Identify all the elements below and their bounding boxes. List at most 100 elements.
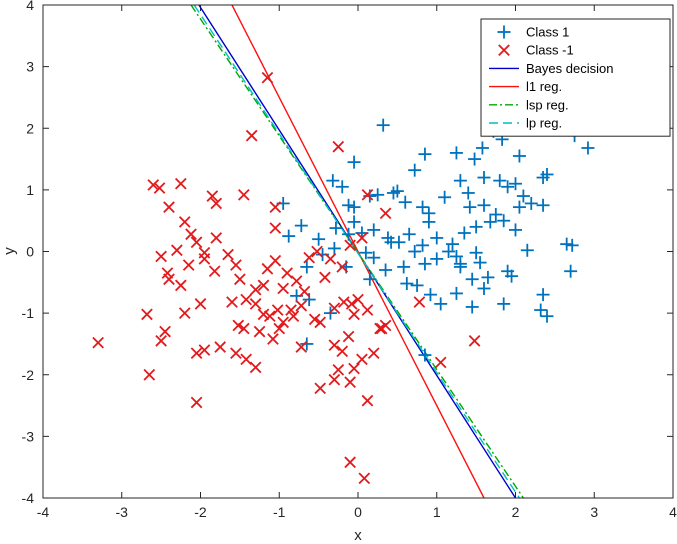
class-1-point: [434, 297, 448, 311]
class-neg1-point: [303, 251, 316, 264]
class-1-point: [481, 270, 495, 284]
class-1-point: [422, 215, 436, 229]
legend-label: lsp reg.: [526, 97, 569, 112]
class-1-point: [398, 195, 412, 209]
legend-label: l1 reg.: [526, 79, 562, 94]
class-1-point: [294, 219, 308, 233]
class-neg1-point: [261, 262, 274, 275]
class-neg1-point: [336, 261, 349, 273]
legend-marker: [498, 44, 510, 57]
class-neg1-point: [249, 283, 262, 296]
class-neg1-point: [332, 140, 345, 153]
y-tick-label: 1: [26, 182, 34, 198]
class-neg1-point: [277, 282, 290, 295]
class-neg1-point: [468, 335, 481, 347]
class-neg1-point: [206, 190, 219, 202]
class-1-point: [408, 245, 422, 258]
class-neg1-point: [345, 298, 358, 310]
class-1-point: [469, 220, 483, 234]
class-neg1-point: [174, 279, 187, 292]
line-lp-reg-: [193, 5, 521, 498]
class-1-point: [418, 348, 432, 362]
legend-label: Bayes decision: [526, 61, 613, 76]
class-1-point: [461, 186, 475, 200]
class-neg1-point: [234, 273, 246, 286]
class-1-point: [509, 177, 522, 191]
class-neg1-point: [237, 322, 250, 335]
class-neg1-point: [253, 325, 266, 338]
class-neg1-point: [222, 248, 234, 261]
class-neg1-point: [336, 345, 349, 358]
class-neg1-point: [257, 279, 270, 292]
y-tick-label: -2: [22, 367, 35, 383]
x-axis-label: x: [354, 527, 362, 544]
class-1-point: [540, 167, 554, 181]
class-neg1-point: [214, 341, 227, 353]
class-neg1-point: [190, 347, 203, 360]
class-1-point: [359, 246, 373, 260]
class-neg1-point: [328, 302, 341, 315]
class-neg1-point: [155, 250, 167, 263]
class-neg1-point: [230, 347, 242, 360]
class-neg1-point: [194, 298, 207, 310]
class-1-point: [463, 200, 477, 214]
class-neg1-point: [92, 336, 104, 349]
class-neg1-point: [267, 333, 279, 345]
legend-item: Class 1: [497, 25, 569, 40]
class-1-point: [489, 208, 503, 222]
class-neg1-point: [361, 304, 374, 316]
legend-item: Bayes decision: [489, 61, 613, 76]
y-tick-label: -1: [22, 305, 35, 321]
class-1-point: [564, 264, 578, 278]
class-neg1-point: [245, 129, 258, 142]
x-tick-label: -1: [273, 504, 286, 520]
class-neg1-point: [232, 319, 245, 332]
class-1-point: [430, 252, 444, 266]
class-1-point: [416, 200, 430, 214]
class-1-point: [430, 231, 444, 245]
legend-label: lp reg.: [526, 116, 562, 131]
class-1-point: [390, 184, 404, 198]
class-1-point: [473, 256, 487, 270]
class-1-point: [347, 200, 361, 214]
x-tick-label: -4: [37, 504, 50, 520]
class-1-point: [457, 226, 471, 240]
class-1-point: [376, 118, 390, 132]
class-neg1-point: [263, 310, 276, 323]
class-neg1-point: [434, 356, 447, 369]
class-1-point: [367, 223, 381, 237]
class-1-point: [524, 196, 538, 210]
class-1-point: [512, 200, 526, 214]
class-neg1-point: [314, 316, 327, 329]
class-1-point: [453, 174, 467, 188]
class-1-point: [453, 260, 467, 274]
class-neg1-point: [141, 308, 153, 321]
class-1-point: [536, 288, 550, 302]
plot-frame: [42, 4, 674, 499]
class-neg1-point: [324, 253, 337, 265]
class-1-point: [312, 232, 326, 246]
x-tick-label: -3: [116, 504, 129, 520]
class-1-point: [501, 180, 515, 194]
class-1-point: [438, 190, 452, 204]
class-neg1-point: [356, 232, 368, 244]
class-1-point: [497, 297, 511, 311]
class-1-point: [512, 149, 526, 163]
class-neg1-point: [230, 259, 242, 271]
class-neg1-point: [210, 197, 223, 210]
class-1-point: [446, 237, 459, 251]
class-neg1-point: [298, 285, 311, 298]
class-1-point: [497, 214, 511, 228]
class-neg1-point: [361, 394, 374, 407]
class-1-point: [449, 286, 463, 300]
legend-item: lsp reg.: [489, 97, 569, 112]
class-neg1-point: [237, 188, 250, 201]
class-1-point: [335, 180, 349, 194]
class-neg1-point: [328, 339, 341, 352]
class-neg1-point: [285, 304, 297, 316]
class-neg1-point: [319, 271, 331, 284]
class-neg1-point: [159, 325, 171, 338]
class-1-point: [560, 237, 574, 251]
class-1-point: [475, 141, 489, 155]
class-1-point: [477, 171, 491, 185]
